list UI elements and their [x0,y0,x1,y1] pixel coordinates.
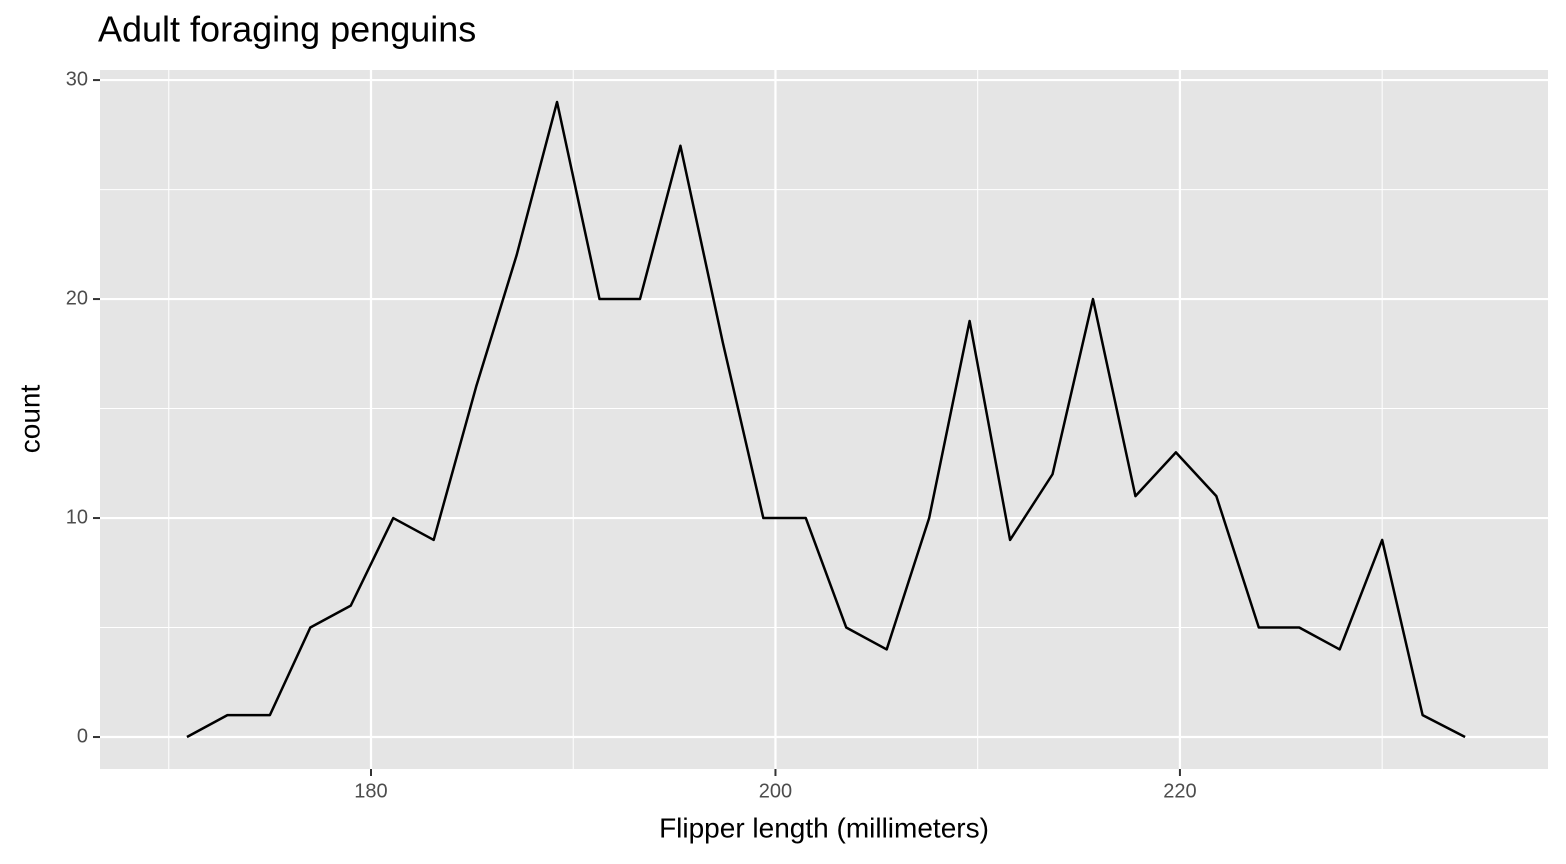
y-axis-title: count [14,385,45,454]
plot-panel [100,70,1548,769]
x-tick-label: 220 [1163,780,1196,802]
x-tick-label: 180 [354,780,387,802]
x-axis-title: Flipper length (millimeters) [659,812,989,843]
data-line [186,100,1466,739]
y-tick-label: 0 [77,725,88,747]
y-tick-label: 20 [66,287,88,309]
x-tick-label: 200 [759,780,792,802]
y-tick-label: 30 [66,68,88,90]
chart-title: Adult foraging penguins [98,9,476,50]
y-tick-label: 10 [66,506,88,528]
